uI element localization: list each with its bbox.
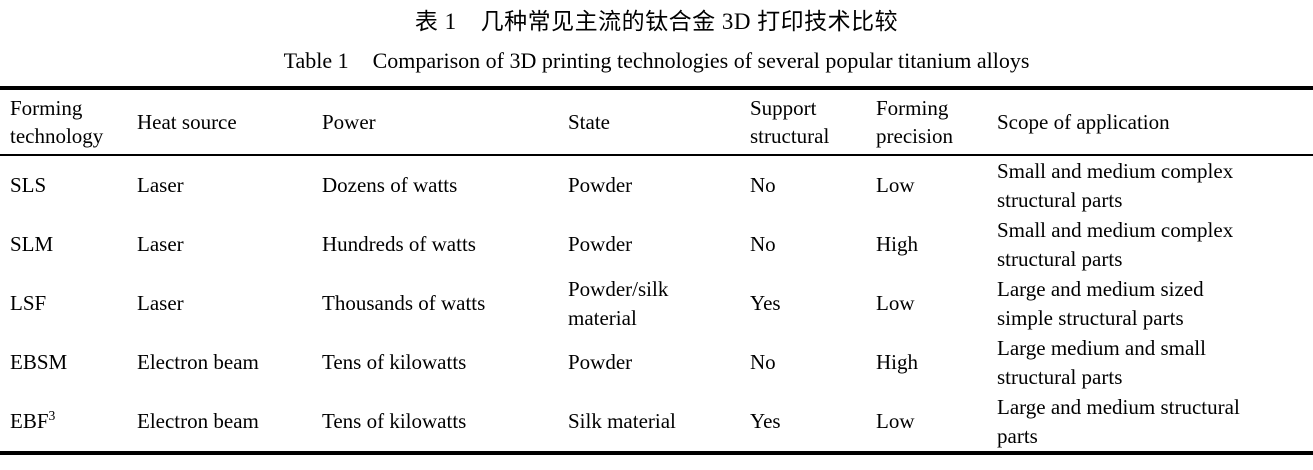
- table-row-ebf3: EBF3 Electron beam Tens of kilowatts Sil…: [0, 392, 1313, 453]
- col-header-power: Power: [322, 109, 376, 134]
- table-caption-zh: 表 1 几种常见主流的钛合金 3D 打印技术比较: [0, 0, 1313, 37]
- header-row: Forming technology Heat source Power Sta…: [0, 88, 1313, 155]
- cell-support: Yes: [750, 291, 781, 316]
- tech-label: LSF: [10, 291, 47, 316]
- tech-superscript: 3: [48, 408, 56, 424]
- cell-tech: SLM: [0, 215, 137, 274]
- cell-heat-source: Laser: [137, 291, 184, 316]
- table-caption-en-text: Comparison of 3D printing technologies o…: [372, 48, 1030, 73]
- cell-tech: EBF3: [0, 392, 137, 453]
- cell-precision: Low: [876, 409, 915, 434]
- cell-support: No: [750, 350, 776, 375]
- table-row-lsf: LSF Laser Thousands of watts Powder/silk…: [0, 274, 1313, 333]
- cell-precision: High: [876, 232, 918, 257]
- cell-state: Powder: [568, 232, 633, 257]
- col-header-scope-of-application: Scope of application: [997, 109, 1170, 134]
- cell-scope: Large and medium structural parts: [997, 395, 1240, 448]
- table-caption-en-label: Table 1: [283, 48, 349, 73]
- table-caption-zh-text: 几种常见主流的钛合金 3D 打印技术比较: [480, 9, 899, 34]
- tech-label: SLM: [10, 232, 54, 257]
- cell-power: Tens of kilowatts: [322, 409, 467, 434]
- table-header: Forming technology Heat source Power Sta…: [0, 88, 1313, 155]
- col-header-support-structural: Support structural: [750, 95, 830, 148]
- cell-state: Silk material: [568, 409, 676, 434]
- cell-power: Thousands of watts: [322, 291, 486, 316]
- table-row-ebsm: EBSM Electron beam Tens of kilowatts Pow…: [0, 333, 1313, 392]
- comparison-table: Forming technology Heat source Power Sta…: [0, 86, 1313, 455]
- col-header-forming-precision: Forming precision: [876, 95, 953, 148]
- cell-scope: Small and medium complex structural part…: [997, 159, 1234, 212]
- cell-heat-source: Electron beam: [137, 350, 259, 375]
- cell-state: Powder: [568, 350, 633, 375]
- cell-heat-source: Electron beam: [137, 409, 259, 434]
- cell-heat-source: Laser: [137, 232, 184, 257]
- cell-state: Powder/silk material: [568, 277, 669, 330]
- table-body: SLS Laser Dozens of watts Powder No Low …: [0, 155, 1313, 453]
- col-header-heat-source: Heat source: [137, 109, 237, 134]
- cell-support: Yes: [750, 409, 781, 434]
- col-header-state: State: [568, 109, 610, 134]
- cell-precision: Low: [876, 173, 915, 198]
- cell-precision: High: [876, 350, 918, 375]
- cell-power: Dozens of watts: [322, 173, 458, 198]
- cell-power: Tens of kilowatts: [322, 350, 467, 375]
- cell-tech: EBSM: [0, 333, 137, 392]
- table-row-sls: SLS Laser Dozens of watts Powder No Low …: [0, 155, 1313, 215]
- table-caption-zh-label: 表 1: [414, 9, 457, 34]
- table-caption-en: Table 1 Comparison of 3D printing technol…: [0, 46, 1313, 75]
- cell-state: Powder: [568, 173, 633, 198]
- cell-heat-source: Laser: [137, 173, 184, 198]
- cell-scope: Small and medium complex structural part…: [997, 218, 1234, 271]
- cell-tech: LSF: [0, 274, 137, 333]
- cell-scope: Large medium and small structural parts: [997, 336, 1206, 389]
- cell-support: No: [750, 232, 776, 257]
- cell-scope: Large and medium sized simple structural…: [997, 277, 1204, 330]
- cell-support: No: [750, 173, 776, 198]
- cell-tech: SLS: [0, 155, 137, 215]
- tech-label: EBF: [10, 409, 49, 434]
- cell-power: Hundreds of watts: [322, 232, 476, 257]
- col-header-forming-technology: Forming technology: [10, 95, 104, 148]
- table-row-slm: SLM Laser Hundreds of watts Powder No Hi…: [0, 215, 1313, 274]
- cell-precision: Low: [876, 291, 915, 316]
- tech-label: EBSM: [10, 350, 68, 375]
- tech-label: SLS: [10, 173, 47, 198]
